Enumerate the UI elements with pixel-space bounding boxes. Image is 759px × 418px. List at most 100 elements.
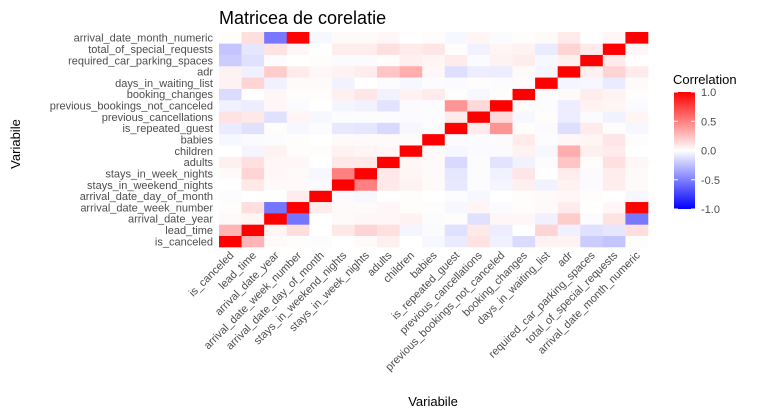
heatmap-cell — [241, 88, 265, 101]
heatmap-cell — [467, 179, 491, 191]
heatmap-cell — [264, 122, 288, 135]
x-axis-tick-labels: is_canceledlead_timearrival_date_yeararr… — [187, 249, 643, 373]
heatmap-cell — [399, 224, 423, 236]
heatmap-cell — [602, 179, 626, 191]
heatmap-cell — [309, 224, 333, 236]
heatmap-cell — [512, 190, 536, 203]
heatmap-cell — [377, 88, 400, 101]
heatmap-cell — [512, 43, 536, 55]
heatmap-cell — [377, 179, 400, 191]
heatmap-cell — [354, 190, 378, 203]
heatmap-cell — [219, 201, 242, 214]
heatmap-cell — [602, 145, 626, 157]
heatmap-cell — [444, 88, 468, 101]
heatmap-cell — [535, 235, 558, 248]
heatmap-cell — [377, 99, 400, 112]
heatmap-cell — [309, 65, 333, 78]
heatmap-cell — [467, 32, 491, 44]
heatmap-cell — [286, 201, 310, 214]
heatmap-cell — [422, 133, 446, 146]
heatmap-cell — [512, 156, 536, 169]
heatmap-cell — [241, 133, 265, 146]
heatmap-cell — [467, 213, 491, 225]
heatmap-cell — [264, 54, 288, 67]
heatmap-cell — [512, 122, 536, 135]
heatmap-cell — [625, 111, 649, 123]
legend-title: Correlation — [673, 72, 737, 87]
heatmap-cell — [422, 32, 446, 44]
heatmap-cell — [286, 65, 310, 78]
x-axis-title: Variabile — [408, 394, 458, 409]
heatmap-cell — [625, 77, 649, 89]
heatmap-cell — [399, 54, 423, 67]
heatmap-cell — [535, 224, 558, 236]
heatmap-cell — [512, 235, 536, 248]
heatmap-cell — [286, 156, 310, 169]
heatmap-cell — [535, 77, 558, 89]
heatmap-cell — [625, 43, 649, 55]
heatmap-cell — [286, 224, 310, 236]
heatmap-cell — [399, 235, 423, 248]
heatmap-cell — [444, 145, 468, 157]
heatmap-cell — [625, 213, 649, 225]
heatmap-cell — [580, 201, 604, 214]
heatmap-cell — [354, 213, 378, 225]
heatmap-cell — [535, 65, 558, 78]
heatmap-cell — [489, 235, 513, 248]
heatmap-cell — [377, 190, 400, 203]
heatmap-cell — [512, 65, 536, 78]
heatmap-cell — [625, 179, 649, 191]
heatmap-cell — [309, 133, 333, 146]
heatmap-cell — [602, 224, 626, 236]
heatmap-cell — [399, 201, 423, 214]
heatmap-cell — [219, 99, 242, 112]
heatmap-cell — [264, 99, 288, 112]
heatmap-cell — [399, 133, 423, 146]
heatmap-cell — [331, 77, 355, 89]
heatmap-cell — [331, 88, 355, 101]
heatmap-cell — [354, 32, 378, 44]
heatmap-cell — [580, 65, 604, 78]
heatmap-cell — [377, 235, 400, 248]
heatmap-cell — [467, 99, 491, 112]
heatmap-cell — [602, 77, 626, 89]
heatmap-cell — [422, 156, 446, 169]
heatmap-cell — [602, 235, 626, 248]
heatmap-cell — [331, 65, 355, 78]
heatmap-cell — [241, 54, 265, 67]
heatmap-cell — [309, 201, 333, 214]
heatmap-cell — [331, 224, 355, 236]
heatmap-cell — [309, 213, 333, 225]
legend-color-bar — [674, 92, 695, 209]
heatmap-cell — [309, 54, 333, 67]
heatmap-cell — [625, 201, 649, 214]
heatmap-cell — [219, 88, 242, 101]
heatmap-cell — [580, 133, 604, 146]
heatmap-cell — [354, 99, 378, 112]
heatmap-cell — [535, 145, 558, 157]
heatmap-cell — [444, 167, 468, 180]
heatmap-cell — [444, 65, 468, 78]
y-tick-label: stays_in_week_nights — [105, 168, 213, 180]
heatmap-cell — [535, 43, 558, 55]
heatmap-cell — [535, 179, 558, 191]
heatmap-cell — [467, 65, 491, 78]
heatmap-cell — [512, 32, 536, 44]
heatmap-cell — [444, 224, 468, 236]
heatmap-cell — [535, 122, 558, 135]
heatmap-cell — [286, 32, 310, 44]
heatmap-cell — [219, 65, 242, 78]
heatmap-cell — [399, 65, 423, 78]
heatmap-cell — [219, 156, 242, 169]
heatmap-cell — [602, 32, 626, 44]
heatmap-cell — [489, 133, 513, 146]
heatmap-cell — [625, 190, 649, 203]
heatmap-cell — [354, 167, 378, 180]
heatmap-cell — [219, 43, 242, 55]
heatmap-cell — [331, 167, 355, 180]
heatmap-cell — [602, 201, 626, 214]
heatmap-cell — [467, 190, 491, 203]
heatmap-cell — [467, 122, 491, 135]
heatmap-cell — [241, 224, 265, 236]
heatmap-cell — [580, 156, 604, 169]
